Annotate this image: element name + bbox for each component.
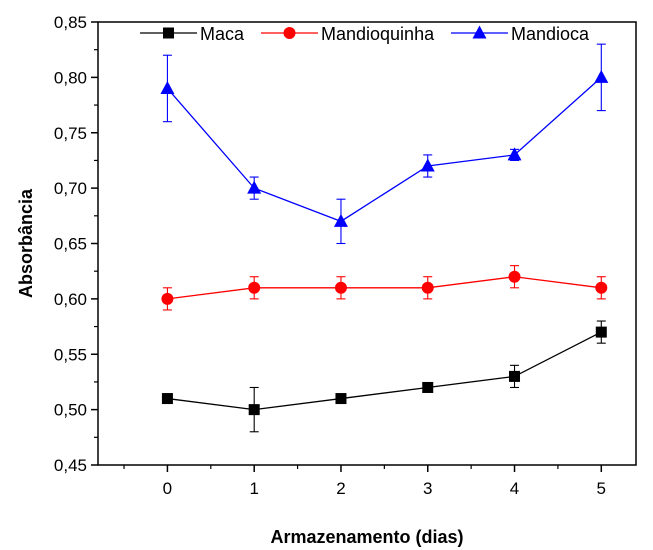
data-point-mandioca — [333, 213, 348, 227]
data-point-maca — [422, 381, 434, 393]
y-tick-label: 0,55 — [54, 345, 87, 364]
series-mandioca — [160, 43, 609, 245]
data-point-mandioquinha — [161, 292, 174, 305]
plot-layer — [160, 43, 609, 433]
y-tick-label: 0,60 — [54, 290, 87, 309]
data-point-mandioquinha — [248, 281, 261, 294]
legend-label-maca: Maca — [200, 24, 245, 44]
legend-label-mandioquinha: Mandioquinha — [321, 24, 435, 44]
y-tick-label: 0,85 — [54, 13, 87, 32]
data-point-mandioca — [247, 180, 262, 194]
data-point-maca — [335, 393, 347, 405]
y-tick-label: 0,75 — [54, 124, 87, 143]
x-axis-title: Armazenamento (dias) — [270, 527, 463, 547]
x-tick-label: 2 — [336, 479, 345, 498]
axis-layer: 0,45 0,50 0,55 0,60 0,65 0,70 0,75 0,80 0,85 0 1 2 3… — [54, 13, 606, 498]
x-tick-label: 3 — [423, 479, 432, 498]
x-tick-label: 4 — [510, 479, 519, 498]
data-point-maca — [161, 393, 173, 405]
y-tick-label: 0,80 — [54, 68, 87, 87]
legend: Maca Mandioquinha Mandioca — [140, 24, 590, 44]
y-tick-label: 0,70 — [54, 179, 87, 198]
series-maca — [161, 320, 607, 433]
legend-marker-mandioca — [472, 25, 487, 39]
series-line-mandioquinha — [167, 276, 602, 300]
data-point-mandioca — [507, 147, 522, 161]
legend-marker-mandioquinha — [283, 27, 296, 39]
data-point-maca — [509, 370, 521, 382]
data-point-mandioquinha — [421, 281, 434, 294]
y-tick-label: 0,45 — [54, 456, 87, 475]
data-point-maca — [248, 404, 260, 416]
x-tick-label: 0 — [163, 479, 172, 498]
series-mandioquinha — [161, 265, 608, 311]
data-point-mandioquinha — [334, 281, 347, 294]
data-point-mandioca — [160, 80, 175, 94]
data-point-maca — [595, 326, 607, 338]
legend-label-mandioca: Mandioca — [511, 24, 590, 44]
data-point-mandioca — [420, 158, 435, 172]
data-point-mandioquinha — [508, 270, 521, 283]
data-point-mandioquinha — [595, 281, 608, 294]
x-tick-label: 1 — [249, 479, 258, 498]
y-tick-label: 0,65 — [54, 235, 87, 254]
legend-marker-maca — [163, 27, 174, 39]
series-line-mandioca — [166, 76, 602, 223]
x-tick-label: 5 — [597, 479, 606, 498]
y-tick-label: 0,50 — [54, 401, 87, 420]
data-point-mandioca — [594, 69, 609, 83]
y-axis-title: Absorbância — [16, 188, 36, 298]
series-line-maca — [167, 331, 602, 411]
